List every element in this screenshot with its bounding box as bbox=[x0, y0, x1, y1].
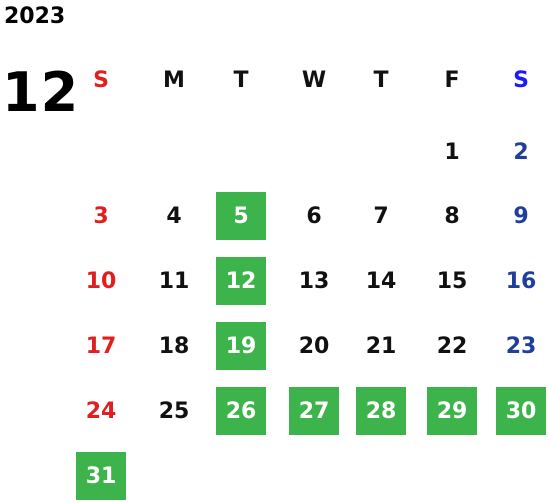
day-cell-7[interactable]: 7 bbox=[373, 203, 389, 229]
day-cell-1[interactable]: 1 bbox=[444, 139, 460, 165]
weekday-header-5: F bbox=[444, 67, 460, 93]
day-cell-29[interactable]: 29 bbox=[427, 387, 477, 435]
day-cell-31[interactable]: 31 bbox=[76, 452, 126, 500]
day-cell-9[interactable]: 9 bbox=[513, 203, 529, 229]
day-cell-23[interactable]: 23 bbox=[505, 333, 537, 359]
day-cell-13[interactable]: 13 bbox=[298, 268, 330, 294]
day-cell-19[interactable]: 19 bbox=[216, 322, 266, 370]
day-cell-22[interactable]: 22 bbox=[436, 333, 468, 359]
weekday-header-4: T bbox=[373, 67, 389, 93]
weekday-header-1: M bbox=[163, 67, 185, 93]
day-cell-26[interactable]: 26 bbox=[216, 387, 266, 435]
day-cell-4[interactable]: 4 bbox=[166, 203, 182, 229]
day-cell-16[interactable]: 16 bbox=[505, 268, 537, 294]
day-cell-8[interactable]: 8 bbox=[444, 203, 460, 229]
day-cell-27[interactable]: 27 bbox=[289, 387, 339, 435]
day-cell-12[interactable]: 12 bbox=[216, 257, 266, 305]
day-cell-6[interactable]: 6 bbox=[306, 203, 322, 229]
day-cell-5[interactable]: 5 bbox=[216, 192, 266, 240]
day-cell-3[interactable]: 3 bbox=[93, 203, 109, 229]
day-cell-18[interactable]: 18 bbox=[158, 333, 190, 359]
day-cell-24[interactable]: 24 bbox=[85, 398, 117, 424]
weekday-header-3: W bbox=[301, 67, 327, 93]
day-cell-14[interactable]: 14 bbox=[365, 268, 397, 294]
day-cell-21[interactable]: 21 bbox=[365, 333, 397, 359]
month-label: 12 bbox=[2, 61, 80, 124]
weekday-header-2: T bbox=[233, 67, 249, 93]
day-cell-25[interactable]: 25 bbox=[158, 398, 190, 424]
day-cell-17[interactable]: 17 bbox=[85, 333, 117, 359]
day-cell-11[interactable]: 11 bbox=[158, 268, 190, 294]
day-cell-2[interactable]: 2 bbox=[513, 139, 529, 165]
year-label: 2023 bbox=[4, 4, 66, 29]
day-cell-10[interactable]: 10 bbox=[85, 268, 117, 294]
day-cell-20[interactable]: 20 bbox=[298, 333, 330, 359]
day-cell-30[interactable]: 30 bbox=[496, 387, 546, 435]
day-cell-28[interactable]: 28 bbox=[356, 387, 406, 435]
weekday-header-0: S bbox=[93, 67, 109, 93]
weekday-header-6: S bbox=[513, 67, 529, 93]
day-cell-15[interactable]: 15 bbox=[436, 268, 468, 294]
